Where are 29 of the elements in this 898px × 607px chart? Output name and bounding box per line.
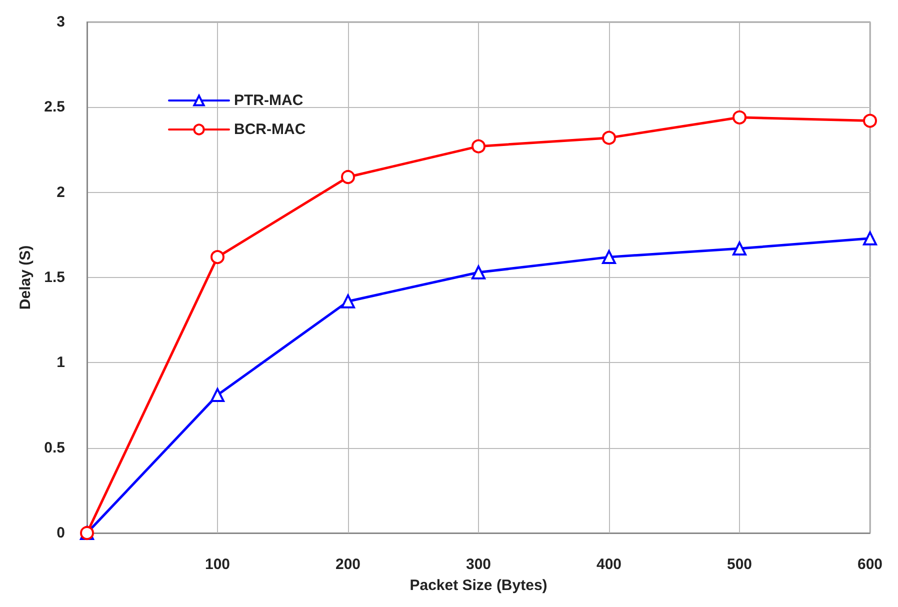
legend-label: BCR-MAC <box>234 121 306 138</box>
point <box>210 388 224 402</box>
y-tick-label: 1.5 <box>44 269 65 286</box>
x-tick-label: 200 <box>335 556 361 573</box>
point <box>341 294 355 308</box>
x-axis-title: Packet Size (Bytes) <box>410 577 548 594</box>
x-tick-label: 300 <box>466 556 492 573</box>
point <box>472 265 486 280</box>
legend-label: PTR-MAC <box>234 92 304 109</box>
point <box>732 110 746 124</box>
point <box>602 250 616 264</box>
x-tick-label: 600 <box>857 556 883 573</box>
point <box>602 130 616 145</box>
point <box>863 114 877 128</box>
y-tick-label: 2.5 <box>44 98 65 116</box>
y-tick-label: 1 <box>56 354 65 372</box>
y-tick-label: 0 <box>56 524 65 542</box>
point <box>732 242 746 256</box>
x-tick-label: 500 <box>726 556 752 573</box>
x-tick-label: 100 <box>204 556 230 573</box>
y-tick-label: 3 <box>56 14 65 30</box>
y-tick-label: 2 <box>56 184 65 201</box>
point <box>210 250 224 264</box>
x-tick-label: 400 <box>596 556 622 573</box>
y-axis-title: Delay (S) <box>17 245 34 310</box>
y-tick-label: 0.5 <box>44 439 65 456</box>
point <box>341 170 355 184</box>
point <box>863 231 877 246</box>
point <box>472 139 486 154</box>
